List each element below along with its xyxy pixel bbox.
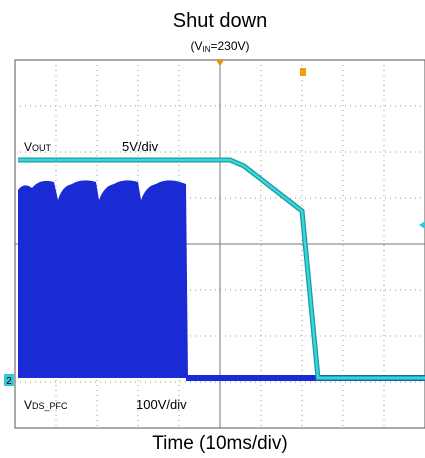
cursor-marker xyxy=(300,68,306,76)
vds-scale: 100V/div xyxy=(136,397,187,412)
scope-screen: 2 VOUT 5V/div VDS_PFC 100V/div xyxy=(4,59,425,429)
subtitle-open: (V xyxy=(190,39,202,53)
subtitle-sub: IN xyxy=(202,45,210,54)
vds-waveform xyxy=(18,180,188,378)
vout-main: V xyxy=(24,140,32,154)
channel-marker: 2 xyxy=(6,376,12,387)
trigger-marker xyxy=(216,60,224,66)
vds-flat xyxy=(186,375,425,381)
grid xyxy=(15,60,425,428)
vout-sub: OUT xyxy=(32,143,52,153)
x-axis-label: Time (10ms/div) xyxy=(152,433,287,454)
vds-label: VDS_PFC xyxy=(24,398,68,412)
vout-scale: 5V/div xyxy=(122,139,159,154)
vout-label: VOUT xyxy=(24,140,52,154)
vout-waveform-core xyxy=(18,158,425,380)
level-marker xyxy=(419,221,425,229)
subtitle-close: =230V) xyxy=(210,39,249,53)
vds-sub: DS_PFC xyxy=(32,401,68,411)
channel-marker-box xyxy=(4,374,14,386)
vds-main: V xyxy=(24,398,32,412)
title: Shut down xyxy=(173,10,268,32)
subtitle: (VIN=230V) xyxy=(190,39,249,54)
